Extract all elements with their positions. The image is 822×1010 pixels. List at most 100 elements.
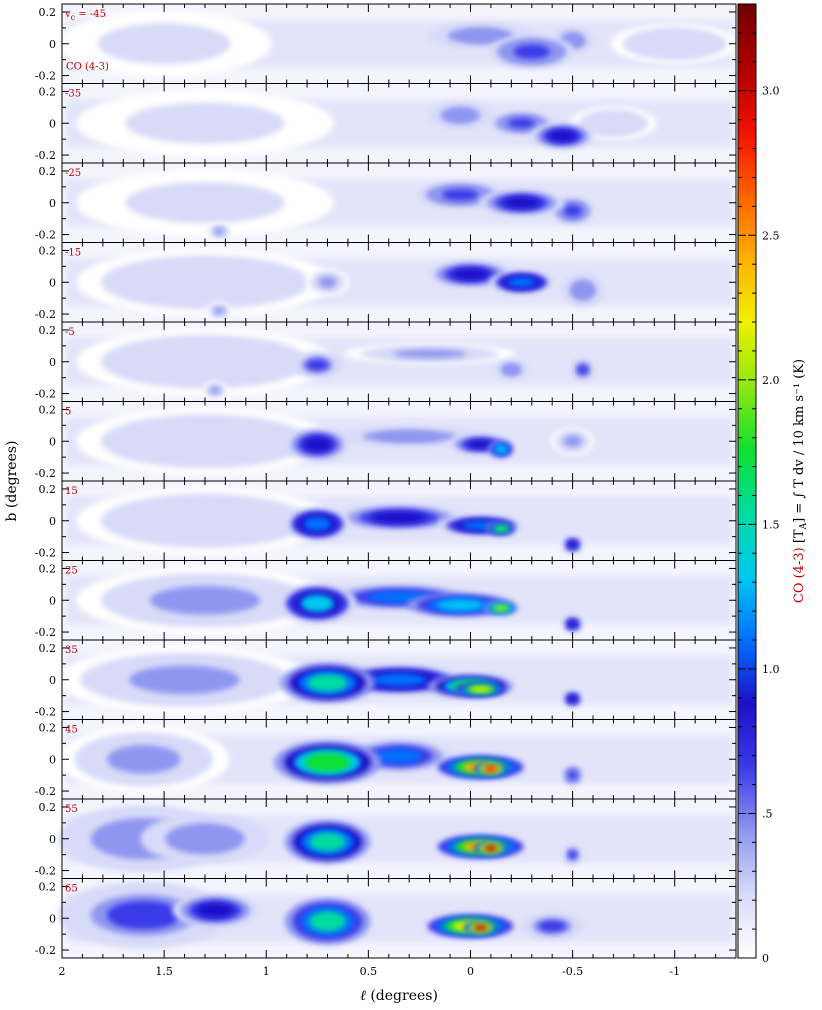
emission-contour — [568, 620, 578, 628]
emission-contour — [303, 516, 332, 532]
channel-panel: 45 — [57, 719, 737, 800]
channel-panel: vc = -45 CO (4-3) — [56, 3, 740, 84]
y-tick-label: 0.2 — [39, 6, 57, 19]
emission-contour — [483, 765, 499, 772]
emission-contour — [513, 44, 551, 59]
y-tick-label: 0 — [49, 515, 56, 528]
emission-contour — [473, 924, 489, 931]
emission-contour — [507, 277, 536, 288]
y-tick-label: 0 — [49, 356, 56, 369]
emission-contour — [483, 845, 499, 852]
emission-contour — [494, 525, 508, 532]
y-tick-label: -0.2 — [35, 626, 56, 639]
colorbar-tick-label: .5 — [762, 807, 773, 820]
emission-contour — [377, 432, 442, 441]
emission-contour — [538, 920, 566, 932]
y-tick-label: 0.2 — [39, 165, 57, 178]
channel-panel: 65 — [57, 878, 737, 959]
y-tick-label: 0 — [49, 38, 56, 51]
emission-contour — [503, 197, 540, 209]
y-tick-label: -0.2 — [35, 149, 56, 162]
emission-contour — [568, 541, 578, 549]
emission-contour — [149, 188, 261, 218]
velocity-label: -5 — [65, 327, 75, 338]
channel-panel: -15 — [61, 242, 737, 323]
colorbar-tick-label: 1.5 — [762, 518, 780, 531]
y-tick-label: 0.2 — [39, 642, 57, 655]
y-tick-label: -0.2 — [35, 944, 56, 957]
emission-contour — [647, 35, 703, 53]
velocity-label: -35 — [65, 89, 81, 100]
y-tick-label: 0 — [49, 674, 56, 687]
y-tick-label: 0 — [49, 117, 56, 130]
emission-contour — [493, 605, 509, 612]
y-tick-label: -0.2 — [35, 865, 56, 878]
y-axis: 0.2 0 -0.2 0.2 0 -0.2 0.2 0 -0.2 0.2 0 -0.2 0.2 0 -0.2… — [4, 6, 56, 957]
y-tick-label: -0.2 — [35, 308, 56, 321]
velocity-label: 25 — [65, 566, 78, 577]
velocity-label: -15 — [65, 248, 81, 259]
y-tick-label: 0 — [49, 753, 56, 766]
channel-panel: 15 — [61, 480, 737, 561]
colorbar: 0 .5 1.0 1.5 2.0 2.5 3.0 CO (4-3) [TA] = ∫ T dv… — [737, 3, 809, 965]
y-tick-label: -0.2 — [35, 229, 56, 242]
velocity-label: 65 — [65, 884, 78, 895]
molecule-label: CO (4-3) — [66, 62, 109, 73]
emission-contour — [106, 900, 181, 930]
x-tick-label: 0.5 — [360, 965, 378, 978]
emission-contour — [149, 108, 261, 138]
velocity-label: 45 — [65, 725, 78, 736]
emission-contour — [507, 118, 536, 129]
emission-contour — [309, 911, 346, 932]
x-tick-label: -1 — [669, 965, 680, 978]
y-tick-label: 0.2 — [39, 721, 57, 734]
y-tick-label: -0.2 — [35, 785, 56, 798]
y-tick-label: 0.2 — [39, 403, 57, 416]
y-tick-label: -0.2 — [35, 547, 56, 560]
emission-contour — [371, 511, 427, 524]
emission-contour — [466, 440, 495, 449]
x-tick-label: 0 — [467, 965, 474, 978]
emission-contour — [196, 903, 234, 918]
x-axis-label: ℓ (degrees) — [360, 988, 438, 1004]
velocity-label: 15 — [65, 486, 78, 497]
colorbar-scale — [737, 3, 757, 959]
y-tick-label: 0.2 — [39, 324, 57, 337]
emission-contour — [503, 365, 519, 374]
emission-contour — [376, 748, 422, 764]
emission-contour — [303, 437, 332, 452]
y-tick-label: 0.2 — [39, 801, 57, 814]
y-tick-label: -0.2 — [35, 706, 56, 719]
channel-panel: -35 — [61, 83, 737, 164]
x-tick-label: 1 — [263, 965, 270, 978]
emission-contour — [568, 770, 578, 780]
y-axis-label: b (degrees) — [4, 441, 20, 522]
y-tick-label: 0 — [49, 594, 56, 607]
emission-contour — [563, 435, 582, 447]
emission-contour — [309, 832, 346, 852]
y-tick-label: 0.2 — [39, 85, 57, 98]
y-tick-label: 0 — [49, 276, 56, 289]
emission-contour — [495, 445, 507, 453]
channel-panel: 35 — [55, 639, 737, 720]
emission-contour — [469, 686, 492, 693]
emission-contour — [149, 267, 261, 297]
emission-contour — [457, 30, 504, 42]
emission-contour — [441, 189, 479, 201]
emission-contour — [300, 594, 334, 613]
y-tick-label: 0.2 — [39, 244, 57, 257]
emission-contour — [118, 29, 211, 59]
emission-contour — [213, 307, 225, 315]
emission-contour — [307, 674, 348, 692]
emission-contour — [106, 744, 181, 774]
y-tick-label: 0 — [49, 435, 56, 448]
emission-contour — [213, 227, 225, 235]
emission-contour — [149, 347, 261, 377]
x-tick-label: 1.5 — [155, 965, 173, 978]
emission-contour — [149, 506, 261, 536]
emission-contour — [129, 665, 240, 695]
emission-contour — [437, 600, 484, 611]
emission-contour — [306, 359, 329, 371]
y-tick-label: 0 — [49, 197, 56, 210]
